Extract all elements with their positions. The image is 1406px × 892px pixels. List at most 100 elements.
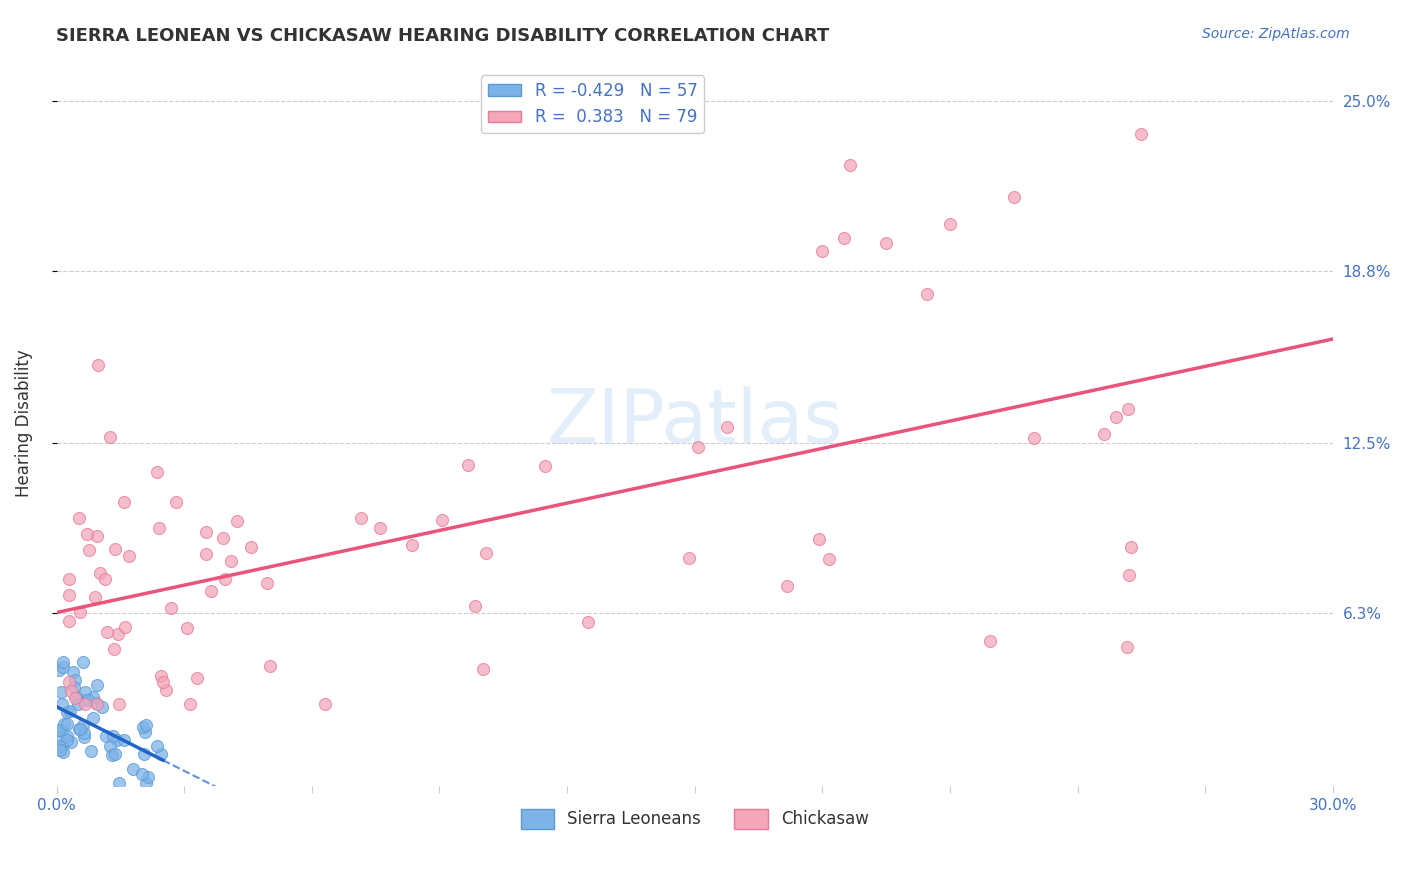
Point xyxy=(186,671,208,685)
Point xyxy=(51,698,73,712)
Point xyxy=(56,717,79,731)
Point xyxy=(104,747,127,761)
Point xyxy=(56,729,79,743)
Point xyxy=(84,696,107,710)
Point xyxy=(1116,640,1139,654)
Point xyxy=(132,720,155,734)
Point xyxy=(118,549,141,563)
Text: ZIPatlas: ZIPatlas xyxy=(547,386,844,459)
Point xyxy=(86,529,108,543)
Point xyxy=(146,739,169,753)
Point xyxy=(76,693,98,707)
Point xyxy=(678,551,700,566)
Point xyxy=(52,745,75,759)
Point xyxy=(80,743,103,757)
Point xyxy=(91,700,114,714)
Point xyxy=(52,659,75,673)
Text: Source: ZipAtlas.com: Source: ZipAtlas.com xyxy=(1202,27,1350,41)
Point xyxy=(83,590,105,604)
Point xyxy=(108,776,131,790)
Point xyxy=(62,665,84,680)
Point xyxy=(65,690,87,704)
Point xyxy=(1121,541,1143,555)
Point xyxy=(135,776,157,790)
Point xyxy=(155,683,177,698)
Point xyxy=(86,677,108,691)
Point xyxy=(69,605,91,619)
Point xyxy=(105,733,128,747)
Point xyxy=(1130,127,1153,141)
Point xyxy=(58,588,80,602)
Point xyxy=(716,419,738,434)
Point xyxy=(979,634,1001,648)
Point xyxy=(98,430,121,444)
Point xyxy=(314,697,336,711)
Point xyxy=(807,532,830,546)
Point xyxy=(56,706,79,720)
Point xyxy=(818,552,841,566)
Point xyxy=(576,615,599,629)
Point xyxy=(134,747,156,762)
Point xyxy=(63,680,86,694)
Text: SIERRA LEONEAN VS CHICKASAW HEARING DISABILITY CORRELATION CHART: SIERRA LEONEAN VS CHICKASAW HEARING DISA… xyxy=(56,27,830,45)
Point xyxy=(48,742,70,756)
Point xyxy=(107,627,129,641)
Point xyxy=(103,641,125,656)
Point xyxy=(259,659,281,673)
Point xyxy=(875,236,897,251)
Point xyxy=(401,538,423,552)
Point xyxy=(149,669,172,683)
Point xyxy=(56,733,79,747)
Point xyxy=(48,723,70,737)
Point xyxy=(48,730,70,744)
Point xyxy=(136,770,159,784)
Point xyxy=(211,531,233,545)
Point xyxy=(471,662,494,676)
Point xyxy=(256,576,278,591)
Point xyxy=(59,704,82,718)
Point xyxy=(200,583,222,598)
Point xyxy=(73,725,96,739)
Point xyxy=(832,231,855,245)
Point xyxy=(145,465,167,479)
Point xyxy=(475,546,498,560)
Point xyxy=(75,697,97,711)
Point xyxy=(58,614,80,628)
Point xyxy=(59,735,82,749)
Point xyxy=(63,673,86,687)
Point xyxy=(114,620,136,634)
Point xyxy=(811,244,834,259)
Point xyxy=(112,495,135,509)
Point xyxy=(134,725,156,739)
Point xyxy=(131,767,153,781)
Point xyxy=(112,733,135,747)
Point xyxy=(82,711,104,725)
Point xyxy=(179,697,201,711)
Point xyxy=(939,217,962,231)
Point xyxy=(104,541,127,556)
Point xyxy=(160,600,183,615)
Point xyxy=(89,566,111,580)
Point xyxy=(86,697,108,711)
Point xyxy=(51,739,73,754)
Point xyxy=(52,656,75,670)
Point xyxy=(82,690,104,705)
Point xyxy=(686,440,709,454)
Point xyxy=(135,718,157,732)
Point xyxy=(51,723,73,738)
Point xyxy=(98,739,121,753)
Point xyxy=(73,685,96,699)
Point xyxy=(194,525,217,540)
Point xyxy=(457,458,479,472)
Point xyxy=(77,543,100,558)
Point xyxy=(73,693,96,707)
Point xyxy=(52,717,75,731)
Point xyxy=(1118,568,1140,582)
Point xyxy=(67,697,90,711)
Point xyxy=(1105,410,1128,425)
Point xyxy=(239,541,262,555)
Point xyxy=(94,572,117,586)
Point xyxy=(1022,431,1045,445)
Point xyxy=(176,621,198,635)
Point xyxy=(100,747,122,762)
